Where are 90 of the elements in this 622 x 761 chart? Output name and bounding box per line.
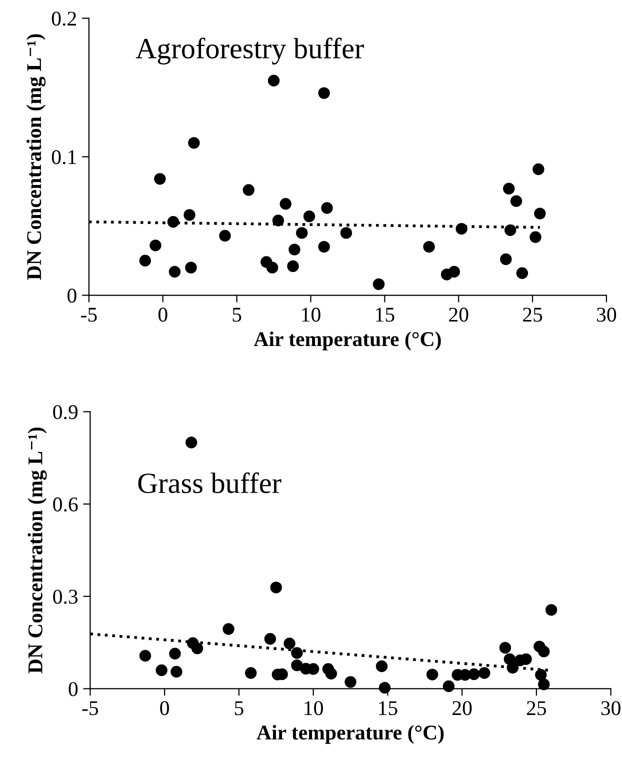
point [185, 262, 197, 274]
point [530, 231, 542, 243]
point [244, 667, 257, 679]
point [188, 137, 200, 149]
point [545, 604, 558, 616]
point [287, 260, 299, 272]
point [325, 668, 338, 680]
point [318, 87, 330, 99]
point [266, 262, 278, 274]
x-tick-label: 5 [232, 308, 242, 322]
point [376, 660, 388, 672]
point [270, 582, 282, 594]
y-tick-label: 0.2 [52, 12, 76, 26]
point [303, 210, 316, 222]
point [500, 253, 512, 266]
x-tick-label: 0 [160, 701, 169, 716]
point [268, 74, 280, 86]
point [288, 244, 300, 256]
point [280, 198, 292, 210]
y-tick-label: 0 [68, 288, 76, 303]
point [535, 669, 547, 681]
point [478, 667, 490, 679]
point [426, 668, 438, 680]
point [510, 195, 522, 207]
y-tick-label: 0.6 [53, 497, 78, 512]
point [499, 642, 512, 654]
point [344, 676, 356, 688]
point [284, 638, 296, 650]
point [272, 214, 284, 226]
point [264, 633, 276, 645]
y-axis-title: DN Concentration (mg L⁻¹) [28, 428, 47, 674]
point [504, 224, 516, 236]
point [191, 642, 204, 654]
point [468, 668, 480, 680]
point [378, 682, 391, 694]
point [167, 216, 180, 228]
y-tick-label: 0.3 [53, 590, 78, 604]
y-tick-label: 0.1 [52, 150, 76, 164]
point [170, 666, 182, 678]
point [456, 222, 468, 235]
point [291, 647, 303, 659]
point [534, 208, 546, 220]
x-tick-label: 0 [158, 308, 168, 322]
point [296, 227, 308, 239]
x-tick-label: 30 [601, 701, 620, 716]
point [423, 240, 435, 253]
point [150, 240, 162, 252]
x-tick-label: 20 [452, 701, 472, 716]
point [516, 267, 528, 279]
point [372, 278, 385, 290]
y-tick-label: 0 [68, 682, 78, 696]
point [169, 648, 181, 660]
x-tick-label: 30 [597, 308, 616, 322]
point [538, 678, 550, 690]
point [340, 227, 352, 239]
point [532, 163, 544, 176]
x-tick-label: 15 [376, 308, 394, 322]
point [222, 623, 234, 635]
x-tick-label: 25 [526, 701, 546, 716]
text: Agroforestry buffer [136, 38, 364, 64]
point [321, 202, 333, 214]
text: Grass buffer [138, 472, 282, 494]
point [242, 184, 254, 196]
x-tick-label: 10 [304, 701, 323, 716]
point [185, 436, 198, 448]
x-tick-label: -5 [81, 308, 97, 322]
point [291, 659, 303, 672]
point [184, 209, 196, 221]
point [442, 680, 455, 692]
x-tick-label: 10 [302, 308, 320, 322]
point [448, 266, 460, 278]
point [154, 173, 166, 185]
y-axis-title: DN Concentration (mg L⁻¹) [26, 34, 46, 280]
point [506, 662, 518, 674]
point [538, 646, 550, 658]
point [318, 240, 330, 253]
x-tick-label: 25 [523, 308, 542, 322]
x-tick-label: 20 [449, 308, 468, 322]
x-tick-label: -5 [82, 701, 98, 716]
point [168, 266, 181, 278]
x-axis-title: Air temperature (°C) [254, 332, 441, 350]
point [139, 650, 152, 662]
x-axis-title: Air temperature (°C) [256, 724, 444, 744]
x-tick-label: 15 [379, 701, 398, 716]
point [219, 230, 231, 242]
point [503, 182, 515, 194]
point [139, 254, 151, 266]
x-tick-label: 5 [234, 701, 244, 716]
point [156, 664, 168, 676]
y-tick-label: 0.9 [53, 405, 78, 420]
